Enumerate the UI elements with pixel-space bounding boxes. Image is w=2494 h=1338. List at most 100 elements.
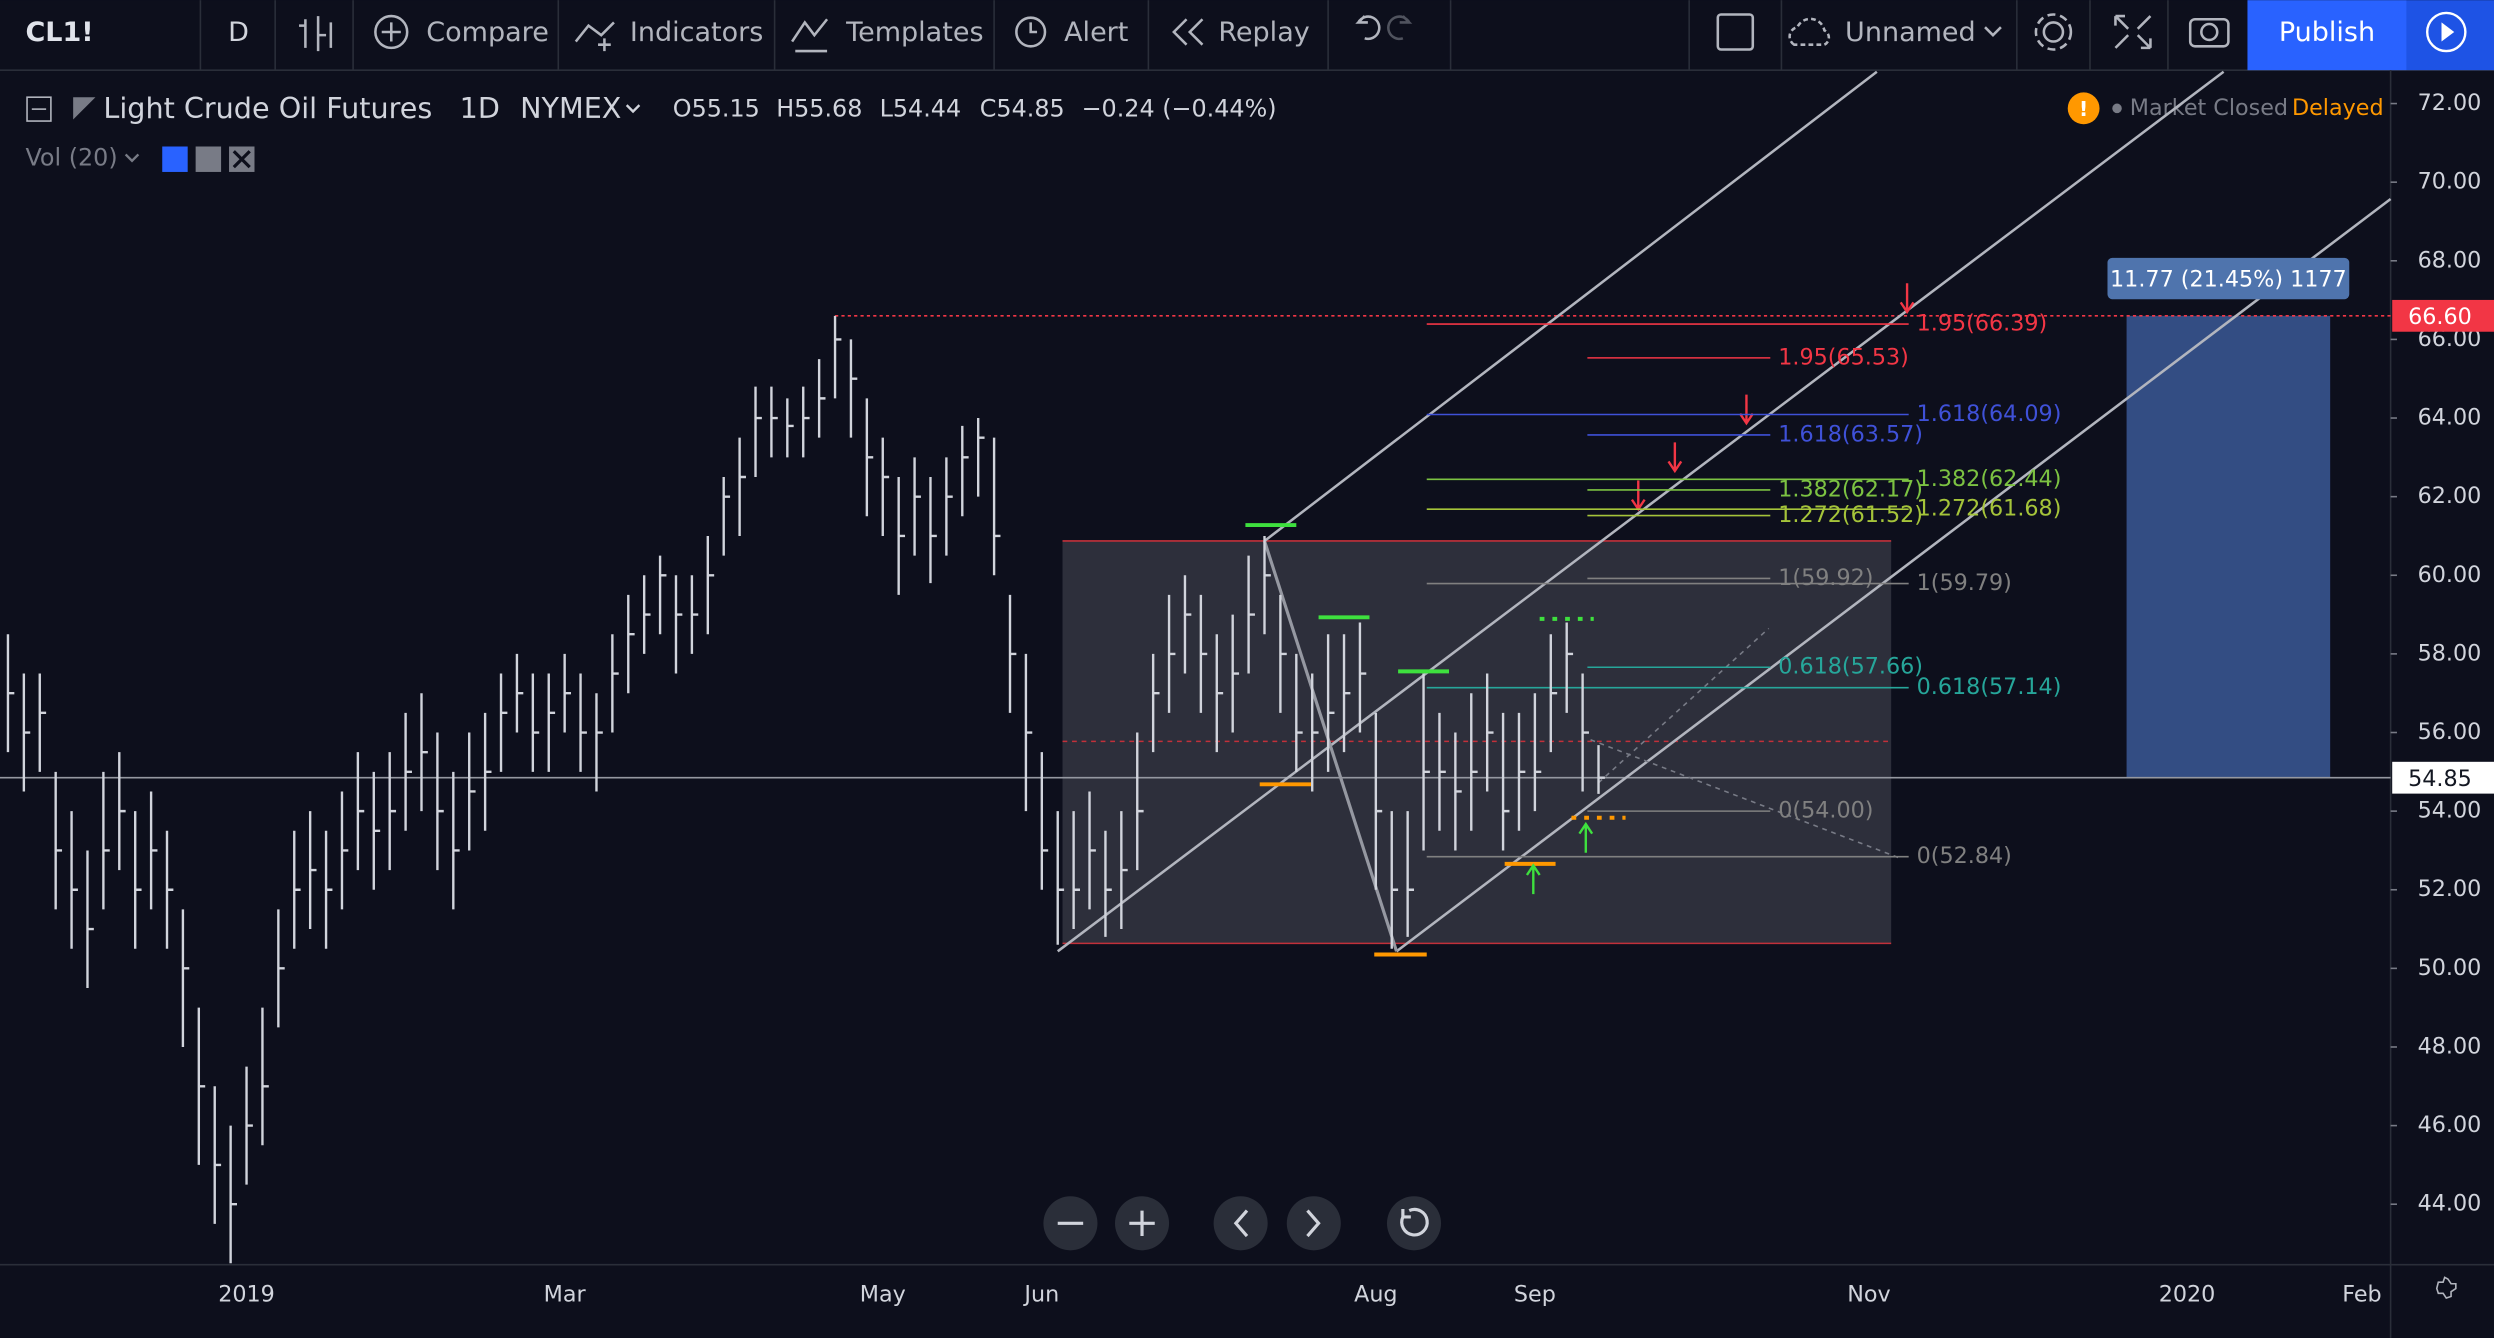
ohlc-bar bbox=[261, 1007, 269, 1146]
settings-small-icon[interactable] bbox=[195, 146, 222, 172]
ohlc-bar bbox=[229, 1125, 237, 1264]
publish-button[interactable] bbox=[2247, 0, 2407, 71]
ohlc-bar bbox=[611, 634, 619, 733]
ohlc-bar bbox=[1311, 673, 1319, 792]
interval[interactable]: D bbox=[228, 17, 249, 48]
ohlc-bar bbox=[913, 457, 921, 556]
ohlc-bar bbox=[1326, 634, 1335, 772]
y-tick-label: 70.00 bbox=[2418, 169, 2482, 195]
y-tick-label: 56.00 bbox=[2418, 719, 2482, 745]
scroll-left-button[interactable] bbox=[1213, 1196, 1268, 1251]
ohlc-bar bbox=[992, 437, 1001, 576]
x-tick-label: 2020 bbox=[2159, 1281, 2216, 1307]
toolbar-button[interactable]: Replay bbox=[1218, 17, 1309, 48]
down-arrow bbox=[1739, 394, 1754, 426]
ohlc-bar bbox=[38, 673, 47, 772]
symbol[interactable]: CL1! bbox=[25, 17, 93, 48]
ohlc-bar bbox=[754, 386, 762, 477]
ohlc-bar bbox=[1167, 594, 1176, 713]
indicators-icon[interactable] bbox=[574, 21, 615, 52]
reset-button[interactable] bbox=[1386, 1196, 1442, 1251]
channel-line bbox=[1056, 70, 2225, 953]
ohlc-bar bbox=[865, 398, 874, 517]
ohlc-bar bbox=[165, 830, 174, 949]
ohlc-bar bbox=[1008, 594, 1017, 713]
ohlc-bar bbox=[1374, 712, 1383, 890]
ohlc-value: O55.15 bbox=[673, 94, 760, 122]
ohlc-bar bbox=[579, 673, 587, 772]
layout-icon[interactable] bbox=[1716, 13, 1755, 51]
y-tick-label: 72.00 bbox=[2418, 90, 2482, 116]
chart-title: Light Crude Oil Futures bbox=[103, 91, 432, 125]
replay-icon[interactable] bbox=[1172, 18, 1204, 46]
toolbar-button[interactable]: Indicators bbox=[630, 17, 763, 48]
up-arrow bbox=[1578, 821, 1594, 853]
collapse-icon[interactable] bbox=[26, 96, 52, 122]
ohlc-bar bbox=[1454, 732, 1462, 851]
ohlc-bar bbox=[1390, 811, 1399, 949]
layout-name[interactable]: Unnamed bbox=[1845, 17, 1976, 48]
price-label-box bbox=[2392, 761, 2494, 794]
up-arrow bbox=[1525, 863, 1541, 895]
remove-x bbox=[232, 150, 251, 169]
layout-menu-caret[interactable] bbox=[1984, 26, 2002, 37]
fib-label: 0.618(57.66) bbox=[1778, 654, 1923, 680]
fib-label: 1.95(65.53) bbox=[1778, 344, 1909, 370]
ohlc-bar bbox=[1533, 693, 1542, 812]
exchange-caret[interactable] bbox=[625, 104, 641, 114]
ohlc-bar bbox=[1342, 634, 1351, 753]
ohlc-bar bbox=[1438, 712, 1446, 831]
ohlc-bar bbox=[134, 811, 142, 949]
fullscreen-icon[interactable] bbox=[2114, 14, 2152, 50]
data-status: Delayed bbox=[2292, 95, 2384, 121]
warning-icon[interactable] bbox=[2067, 92, 2100, 125]
change-value: −0.24 (−0.44%) bbox=[1082, 94, 1277, 122]
ohlc-bar bbox=[197, 1007, 206, 1165]
ohlc-bar bbox=[690, 575, 699, 654]
ohlc-bar bbox=[658, 555, 667, 635]
ohlc-bar bbox=[468, 732, 476, 851]
snapshot-icon[interactable] bbox=[2188, 17, 2230, 48]
alert-icon[interactable] bbox=[1015, 16, 1047, 48]
flag-icon[interactable] bbox=[73, 97, 96, 120]
ohlc-bar bbox=[1263, 535, 1271, 635]
ohlc-bar bbox=[1088, 791, 1096, 910]
axis-settings-icon[interactable] bbox=[2435, 1276, 2457, 1300]
play-icon[interactable] bbox=[2426, 11, 2467, 53]
ohlc-value: C54.85 bbox=[980, 94, 1065, 122]
y-tick-label: 60.00 bbox=[2418, 562, 2482, 588]
x-tick-label: May bbox=[860, 1281, 906, 1307]
chart-exchange: NYMEX bbox=[520, 91, 621, 125]
measure-label-box bbox=[2107, 257, 2350, 300]
settings-icon[interactable] bbox=[2042, 21, 2065, 43]
play-triangle bbox=[2441, 22, 2455, 42]
ohlc-bar bbox=[70, 811, 78, 949]
undo-icon[interactable] bbox=[1355, 15, 1381, 41]
ohlc-bar bbox=[436, 732, 444, 871]
compare-icon[interactable] bbox=[374, 14, 409, 50]
ohlc-bar bbox=[1247, 555, 1255, 674]
toolbar-button[interactable]: Alert bbox=[1064, 17, 1128, 48]
cloud-icon[interactable] bbox=[1788, 17, 1831, 46]
warning-mark: ! bbox=[2079, 97, 2088, 121]
templates-icon[interactable] bbox=[791, 18, 829, 53]
y-tick-label: 52.00 bbox=[2418, 876, 2482, 902]
measure-label: 11.77 (21.45%) 1177 bbox=[2110, 267, 2347, 293]
price-label: 66.60 bbox=[2408, 304, 2472, 330]
indicator-caret[interactable] bbox=[124, 153, 140, 163]
publish-label[interactable]: Publish bbox=[2279, 17, 2375, 48]
play-button[interactable] bbox=[2406, 0, 2494, 71]
ohlc-bar bbox=[515, 653, 524, 733]
ohlc-bar bbox=[1501, 712, 1510, 851]
ohlc-bar bbox=[1597, 745, 1605, 794]
market-status: Market Closed bbox=[2130, 95, 2288, 121]
fib-label: 1.618(64.09) bbox=[1917, 401, 2062, 427]
scroll-right-button[interactable] bbox=[1286, 1196, 1341, 1251]
bar-style-icon[interactable] bbox=[299, 16, 333, 52]
fib-label: 0(54.00) bbox=[1778, 798, 1873, 824]
visibility-icon[interactable] bbox=[162, 146, 188, 172]
toolbar-button[interactable]: Templates bbox=[845, 17, 983, 48]
toolbar-button[interactable]: Compare bbox=[426, 17, 549, 48]
y-tick-label: 44.00 bbox=[2418, 1191, 2482, 1217]
